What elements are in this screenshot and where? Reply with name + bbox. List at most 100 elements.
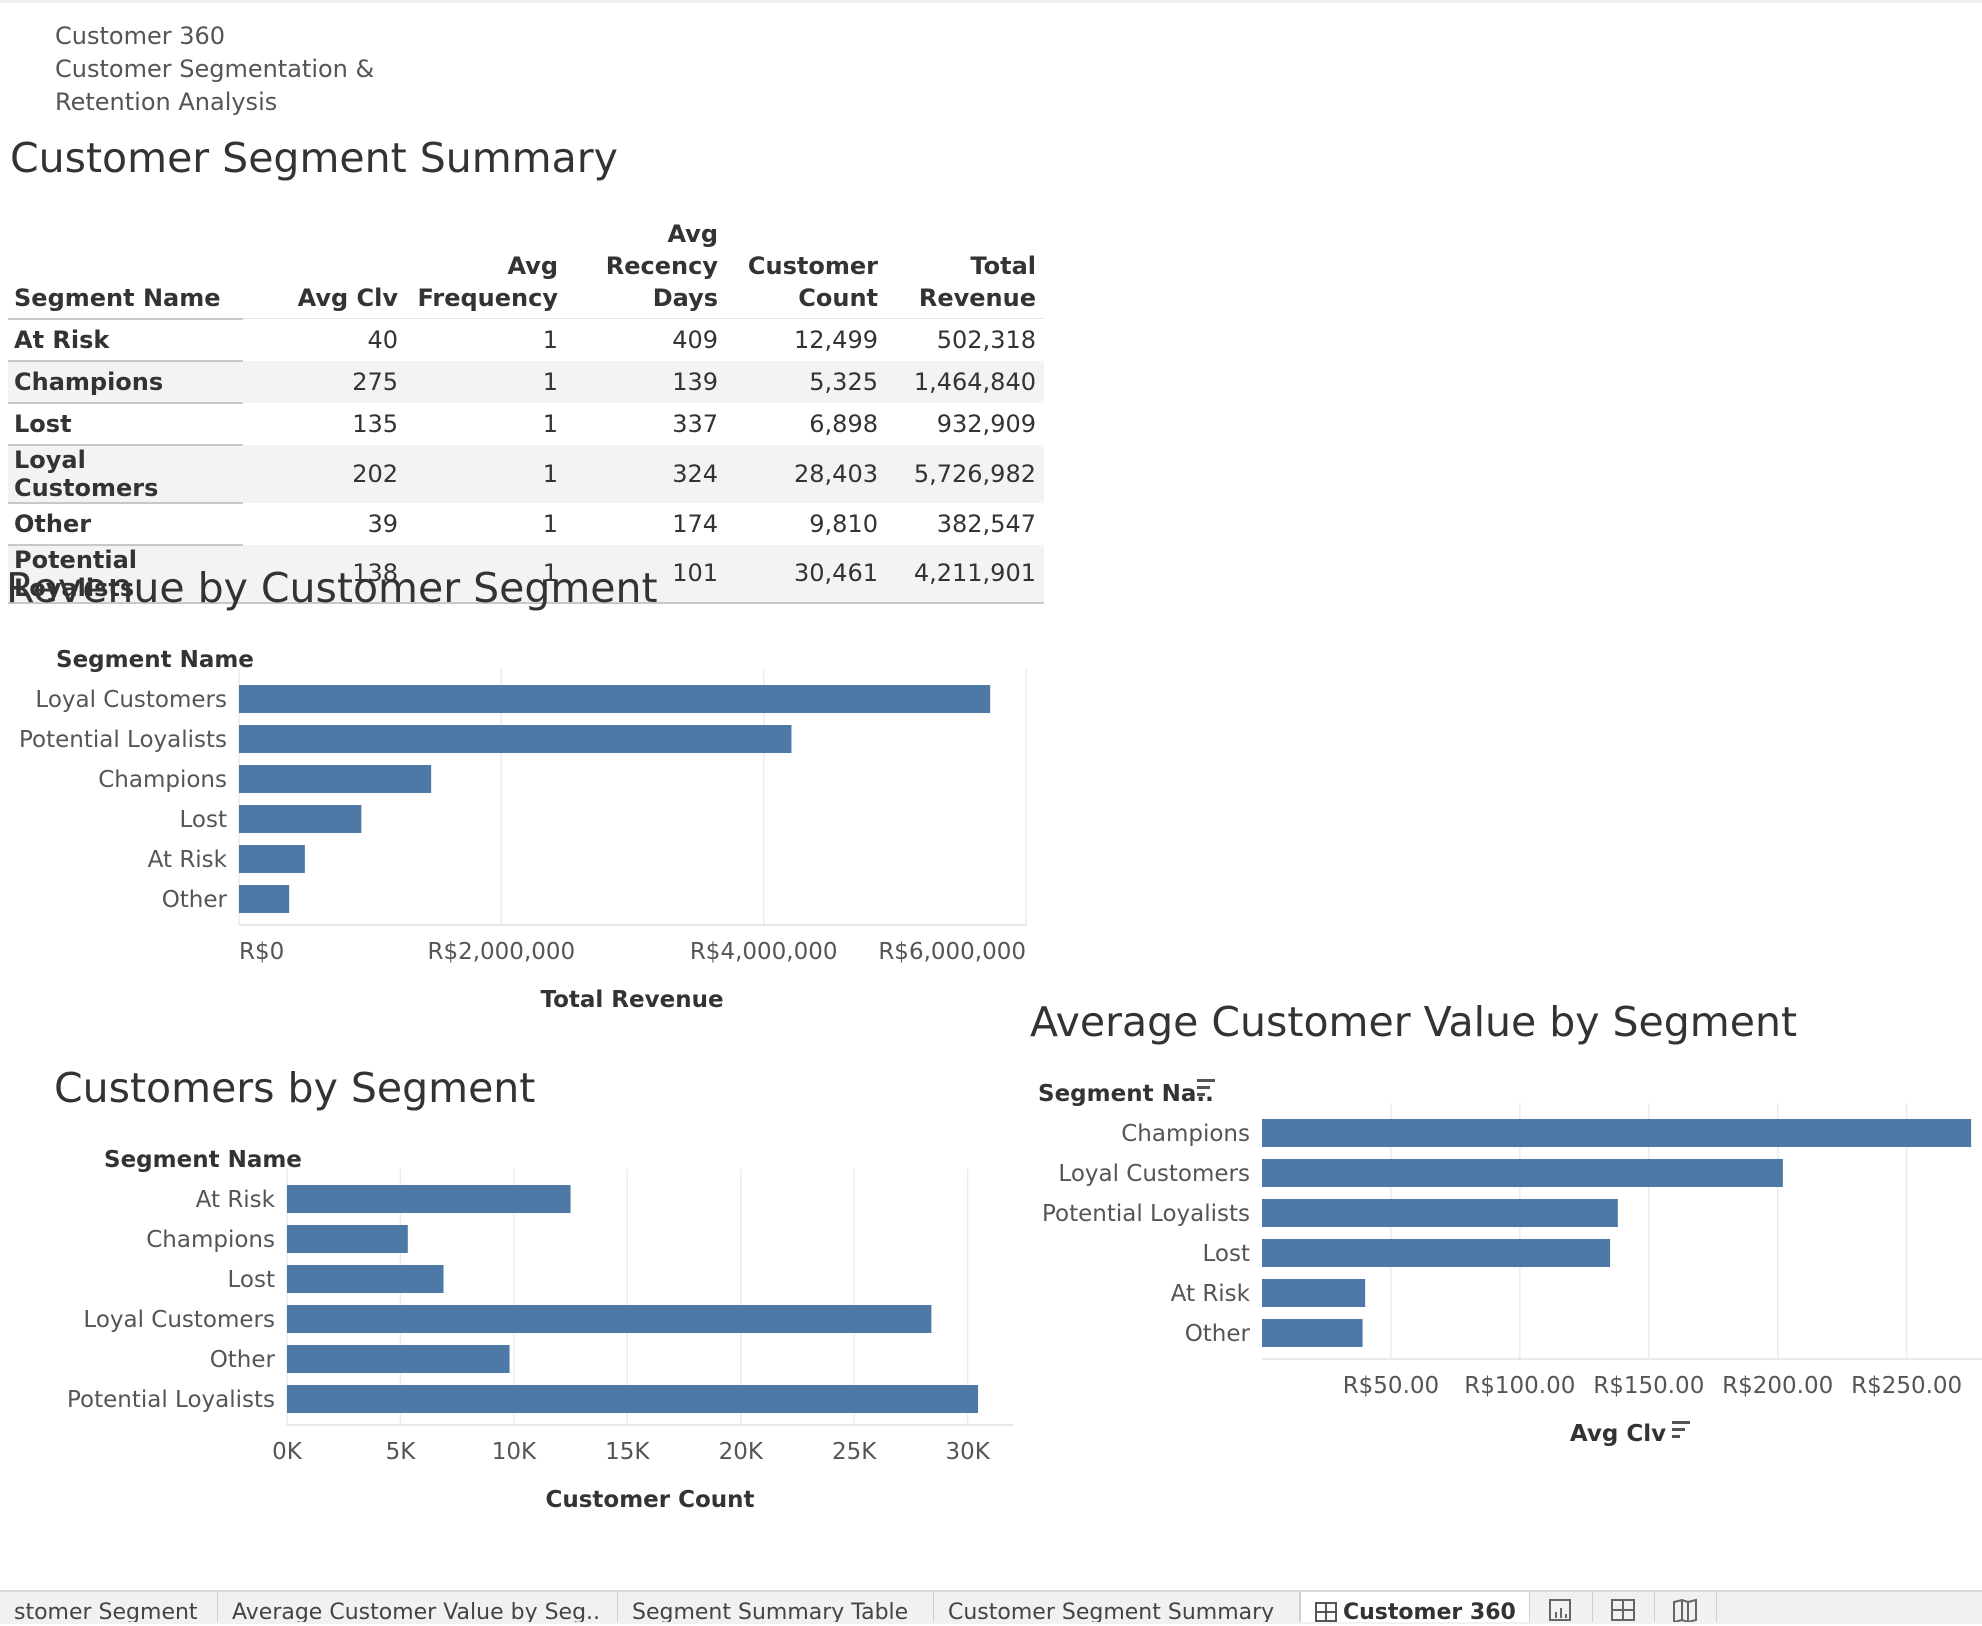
category-label[interactable]: Loyal Customers <box>35 687 227 713</box>
bar[interactable] <box>1262 1199 1618 1227</box>
category-label[interactable]: Lost <box>228 1267 275 1293</box>
category-label[interactable]: Potential Loyalists <box>19 727 227 753</box>
category-label[interactable]: Loyal Customers <box>83 1307 275 1333</box>
customers-by-segment-chart[interactable]: Segment Name At Risk Champions Lost Loyal Cu… <box>0 1140 1040 1520</box>
category-label[interactable]: Champions <box>146 1227 275 1253</box>
avg-clv-cell: 138 <box>243 544 406 604</box>
table-row[interactable]: Lost 135 1 337 6,898 932,909 <box>8 402 1044 446</box>
category-label[interactable]: Champions <box>1121 1121 1250 1147</box>
avg-recency-cell: 324 <box>566 444 726 503</box>
bar[interactable] <box>287 1305 932 1333</box>
column-header-customer-count[interactable]: Customer Count <box>726 218 886 319</box>
category-label[interactable]: Loyal Customers <box>1058 1161 1250 1187</box>
category-label[interactable]: Other <box>1185 1321 1251 1347</box>
customer-count-cell: 30,461 <box>726 544 886 604</box>
bar[interactable] <box>287 1185 571 1213</box>
x-tick-label: R$200.00 <box>1722 1373 1833 1399</box>
bar[interactable] <box>1262 1239 1611 1267</box>
bar[interactable] <box>239 765 432 793</box>
sort-descending-icon[interactable] <box>1197 1079 1215 1096</box>
bar[interactable] <box>1262 1119 1972 1147</box>
x-tick-label: R$50.00 <box>1343 1373 1439 1399</box>
category-axis-header: Segment Na.. <box>1038 1081 1214 1107</box>
avg-customer-value-chart[interactable]: Segment Na.. Champions Loyal Customers Pote… <box>1020 1074 1982 1454</box>
revenue-chart-title: Revenue by Customer Segment <box>6 564 658 612</box>
customer-count-cell: 5,325 <box>726 360 886 403</box>
segment-name-cell: Lost <box>8 402 243 446</box>
dashboard-subtitle-line: Customer Segmentation & <box>55 55 375 83</box>
segment-name-cell: At Risk <box>8 318 243 362</box>
column-header-total-revenue[interactable]: Total Revenue <box>886 218 1044 319</box>
avg-recency-cell: 174 <box>672 509 718 538</box>
bar[interactable] <box>239 685 991 713</box>
dashboard-subtitle-line: Retention Analysis <box>55 88 278 116</box>
tab-segment-summary-table[interactable]: Segment Summary Table <box>618 1592 934 1622</box>
dashboard-title: Customer 360 Customer Segmentation & Ret… <box>55 20 374 119</box>
category-label[interactable]: Champions <box>98 767 227 793</box>
x-tick-label: R$100.00 <box>1464 1373 1575 1399</box>
new-story-button[interactable] <box>1654 1592 1717 1624</box>
table-row[interactable]: Champions 275 1 139 5,325 1,464,840 <box>8 360 1044 404</box>
bar[interactable] <box>1262 1159 1783 1187</box>
tab-average-customer-value[interactable]: Average Customer Value by Seg.. <box>218 1592 618 1622</box>
category-label[interactable]: Other <box>210 1347 276 1373</box>
table-row[interactable]: Other 39 1 174 9,810 382,547 <box>8 502 1044 546</box>
dashboard-grid-icon <box>1315 1602 1337 1622</box>
new-dashboard-button[interactable] <box>1592 1592 1655 1622</box>
bar[interactable] <box>239 805 362 833</box>
table-row[interactable]: Loyal Customers 202 1 324 28,403 5,726,982 <box>8 444 1044 504</box>
category-label[interactable]: Other <box>162 887 228 913</box>
avg-recency-cell: 101 <box>566 544 726 604</box>
x-tick-label: 30K <box>945 1439 990 1465</box>
tab-customer-360[interactable]: Customer 360 <box>1300 1592 1530 1622</box>
customers-chart-title: Customers by Segment <box>54 1064 536 1112</box>
table-row[interactable]: At Risk 40 1 409 12,499 502,318 <box>8 318 1044 362</box>
category-label[interactable]: Lost <box>180 807 227 833</box>
table-header-row: Segment Name Avg Clv Avg Frequency Avg Re… <box>8 218 1044 320</box>
segment-name-cell: Other <box>8 502 243 546</box>
category-axis-header: Segment Name <box>56 647 254 673</box>
x-tick-label: R$6,000,000 <box>878 939 1026 965</box>
bar[interactable] <box>287 1345 510 1373</box>
category-label[interactable]: Potential Loyalists <box>1042 1201 1250 1227</box>
total-revenue-cell: 382,547 <box>936 509 1036 538</box>
bar[interactable] <box>239 725 792 753</box>
bar[interactable] <box>239 845 305 873</box>
category-axis-header: Segment Name <box>104 1147 302 1173</box>
dashboard-title-line: Customer 360 <box>55 22 226 50</box>
new-story-icon <box>1673 1598 1697 1624</box>
avg-clv-cell: 202 <box>243 444 406 503</box>
bar[interactable] <box>1262 1279 1366 1307</box>
category-label[interactable]: Lost <box>1203 1241 1250 1267</box>
new-worksheet-button[interactable] <box>1530 1592 1593 1622</box>
segment-name-cell: Loyal Customers <box>8 444 243 504</box>
bar[interactable] <box>287 1265 444 1293</box>
column-header-avg-clv[interactable]: Avg Clv <box>243 218 406 319</box>
bar[interactable] <box>287 1385 979 1413</box>
total-revenue-cell: 1,464,840 <box>886 360 1044 403</box>
category-label[interactable]: At Risk <box>1171 1281 1251 1307</box>
column-header-avg-frequency[interactable]: Avg Frequency <box>406 218 566 319</box>
column-header-segment-name[interactable]: Segment Name <box>8 218 243 320</box>
tab-customers-by-segment[interactable]: stomer Segment <box>0 1592 218 1622</box>
x-axis-title: Avg Clv <box>1570 1421 1666 1447</box>
avg-clv-cell: 39 <box>367 509 398 538</box>
top-border <box>0 0 1982 3</box>
table-row[interactable]: Potential Loyalists 138 1 101 30,461 4,211,90… <box>8 544 1044 604</box>
bar[interactable] <box>239 885 290 913</box>
segment-summary-table[interactable]: Segment Name Avg Clv Avg Frequency Avg Re… <box>8 218 1044 604</box>
revenue-by-segment-chart[interactable]: Segment Name Loyal Customers Potential Loy… <box>0 640 1040 1020</box>
column-header-avg-recency-days[interactable]: Avg Recency Days <box>566 218 726 319</box>
category-label[interactable]: At Risk <box>196 1187 276 1213</box>
tab-customer-segment-summary[interactable]: Customer Segment Summary <box>934 1592 1300 1622</box>
category-label[interactable]: At Risk <box>148 847 228 873</box>
bar[interactable] <box>287 1225 408 1253</box>
avg-frequency-cell: 1 <box>542 409 558 438</box>
category-label[interactable]: Potential Loyalists <box>67 1387 275 1413</box>
x-axis-title: Total Revenue <box>540 987 723 1013</box>
sort-descending-icon[interactable] <box>1672 1421 1690 1438</box>
x-tick-label: R$250.00 <box>1851 1373 1962 1399</box>
x-tick-label: 25K <box>832 1439 877 1465</box>
total-revenue-cell: 932,909 <box>936 409 1036 438</box>
bar[interactable] <box>1262 1319 1363 1347</box>
